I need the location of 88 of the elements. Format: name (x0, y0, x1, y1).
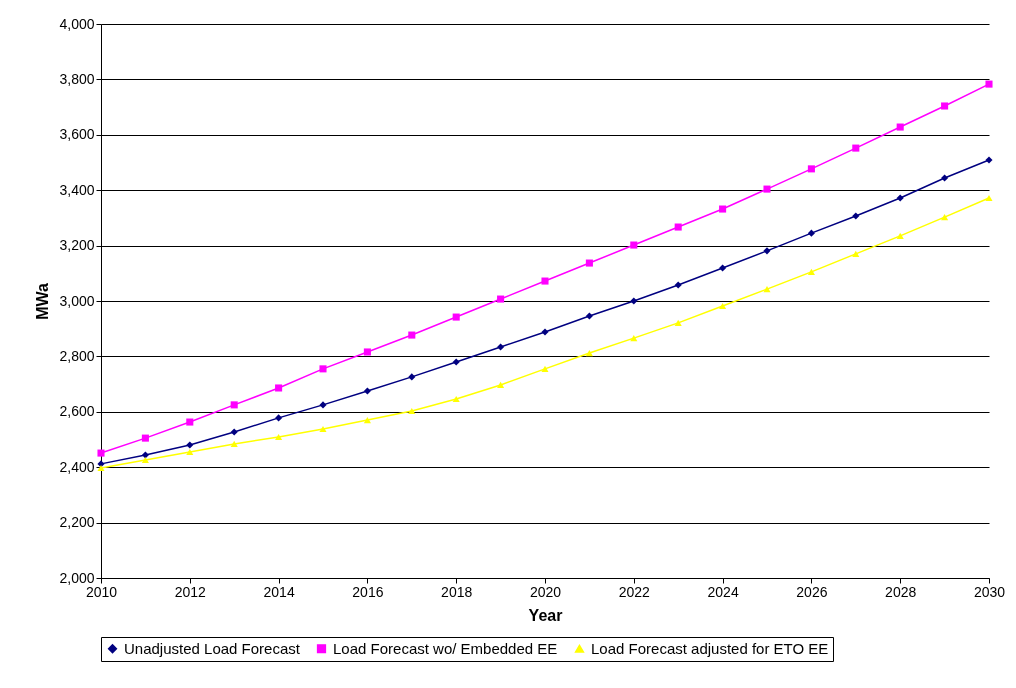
point (763, 286, 771, 293)
legend-label: Unadjusted Load Forecast (124, 639, 301, 657)
x-tick-label: 2022 (618, 583, 651, 600)
point (763, 185, 771, 193)
x-tick-label: 2020 (529, 583, 562, 600)
point (186, 418, 194, 426)
y-axis-title: MWa (34, 283, 52, 320)
y-tick-label: 3,800 (59, 70, 95, 87)
point (985, 80, 993, 88)
point (719, 264, 727, 272)
point (852, 212, 860, 220)
point (541, 328, 549, 336)
x-tick-label: 2010 (85, 583, 118, 600)
y-tick-label: 2,000 (59, 569, 95, 586)
point (230, 440, 238, 447)
point (230, 401, 238, 409)
x-tick-label: 2028 (885, 583, 917, 600)
point (408, 407, 416, 415)
point (275, 433, 283, 441)
legend-label: Load Forecast adjusted for ETO EE (591, 639, 829, 657)
point (674, 223, 682, 231)
point (896, 194, 904, 202)
y-tick-label: 2,200 (59, 514, 95, 531)
y-tick-label: 2,800 (59, 347, 95, 364)
x-tick-label: 2012 (174, 583, 207, 600)
point (630, 335, 638, 342)
point (452, 396, 460, 403)
point (319, 365, 327, 373)
point (363, 387, 371, 395)
y-tick-label: 4,000 (59, 15, 95, 32)
point (941, 174, 949, 182)
point (141, 451, 149, 459)
point (408, 373, 416, 381)
point (719, 302, 727, 310)
x-tick-label: 2024 (707, 583, 739, 600)
point (807, 229, 815, 237)
point (585, 350, 593, 357)
point (630, 241, 638, 249)
point (941, 214, 949, 221)
y-tick-label: 3,200 (59, 237, 95, 254)
point (541, 365, 549, 372)
point (186, 448, 194, 456)
y-tick-label: 3,000 (59, 292, 95, 309)
point (186, 441, 194, 449)
legend-label: Load Forecast wo/ Embedded EE (333, 639, 558, 657)
y-tick-label: 3,400 (59, 181, 95, 198)
x-tick-label: 2018 (441, 583, 473, 600)
point (807, 165, 815, 173)
point (97, 449, 105, 457)
point (630, 297, 638, 305)
x-tick-label: 2026 (796, 583, 828, 600)
point (319, 401, 327, 409)
x-tick-label: 2030 (973, 583, 1006, 600)
point (896, 232, 904, 239)
point (674, 281, 682, 289)
point (852, 144, 860, 152)
point (141, 456, 149, 464)
point (896, 123, 904, 131)
x-axis-title: Year (528, 606, 563, 624)
point (985, 156, 993, 164)
point (141, 434, 149, 442)
point (763, 247, 771, 255)
point (674, 319, 682, 326)
point (719, 205, 727, 213)
point (497, 343, 505, 351)
point (585, 312, 593, 320)
point (363, 348, 371, 356)
point (363, 417, 371, 424)
point (408, 331, 416, 339)
point (807, 268, 815, 275)
y-tick-label: 2,400 (59, 458, 95, 475)
point (941, 102, 949, 110)
point (985, 194, 993, 202)
point (452, 358, 460, 366)
point (497, 381, 505, 388)
point (585, 259, 593, 267)
point (852, 250, 860, 257)
y-tick-label: 3,600 (59, 126, 95, 143)
point (452, 313, 460, 321)
point (319, 425, 327, 433)
point (541, 277, 549, 285)
x-tick-label: 2016 (352, 583, 384, 600)
point (275, 384, 283, 392)
point (497, 295, 505, 303)
point (275, 414, 283, 422)
point (230, 428, 238, 436)
x-tick-label: 2014 (263, 583, 295, 600)
y-tick-label: 2,600 (59, 403, 95, 420)
